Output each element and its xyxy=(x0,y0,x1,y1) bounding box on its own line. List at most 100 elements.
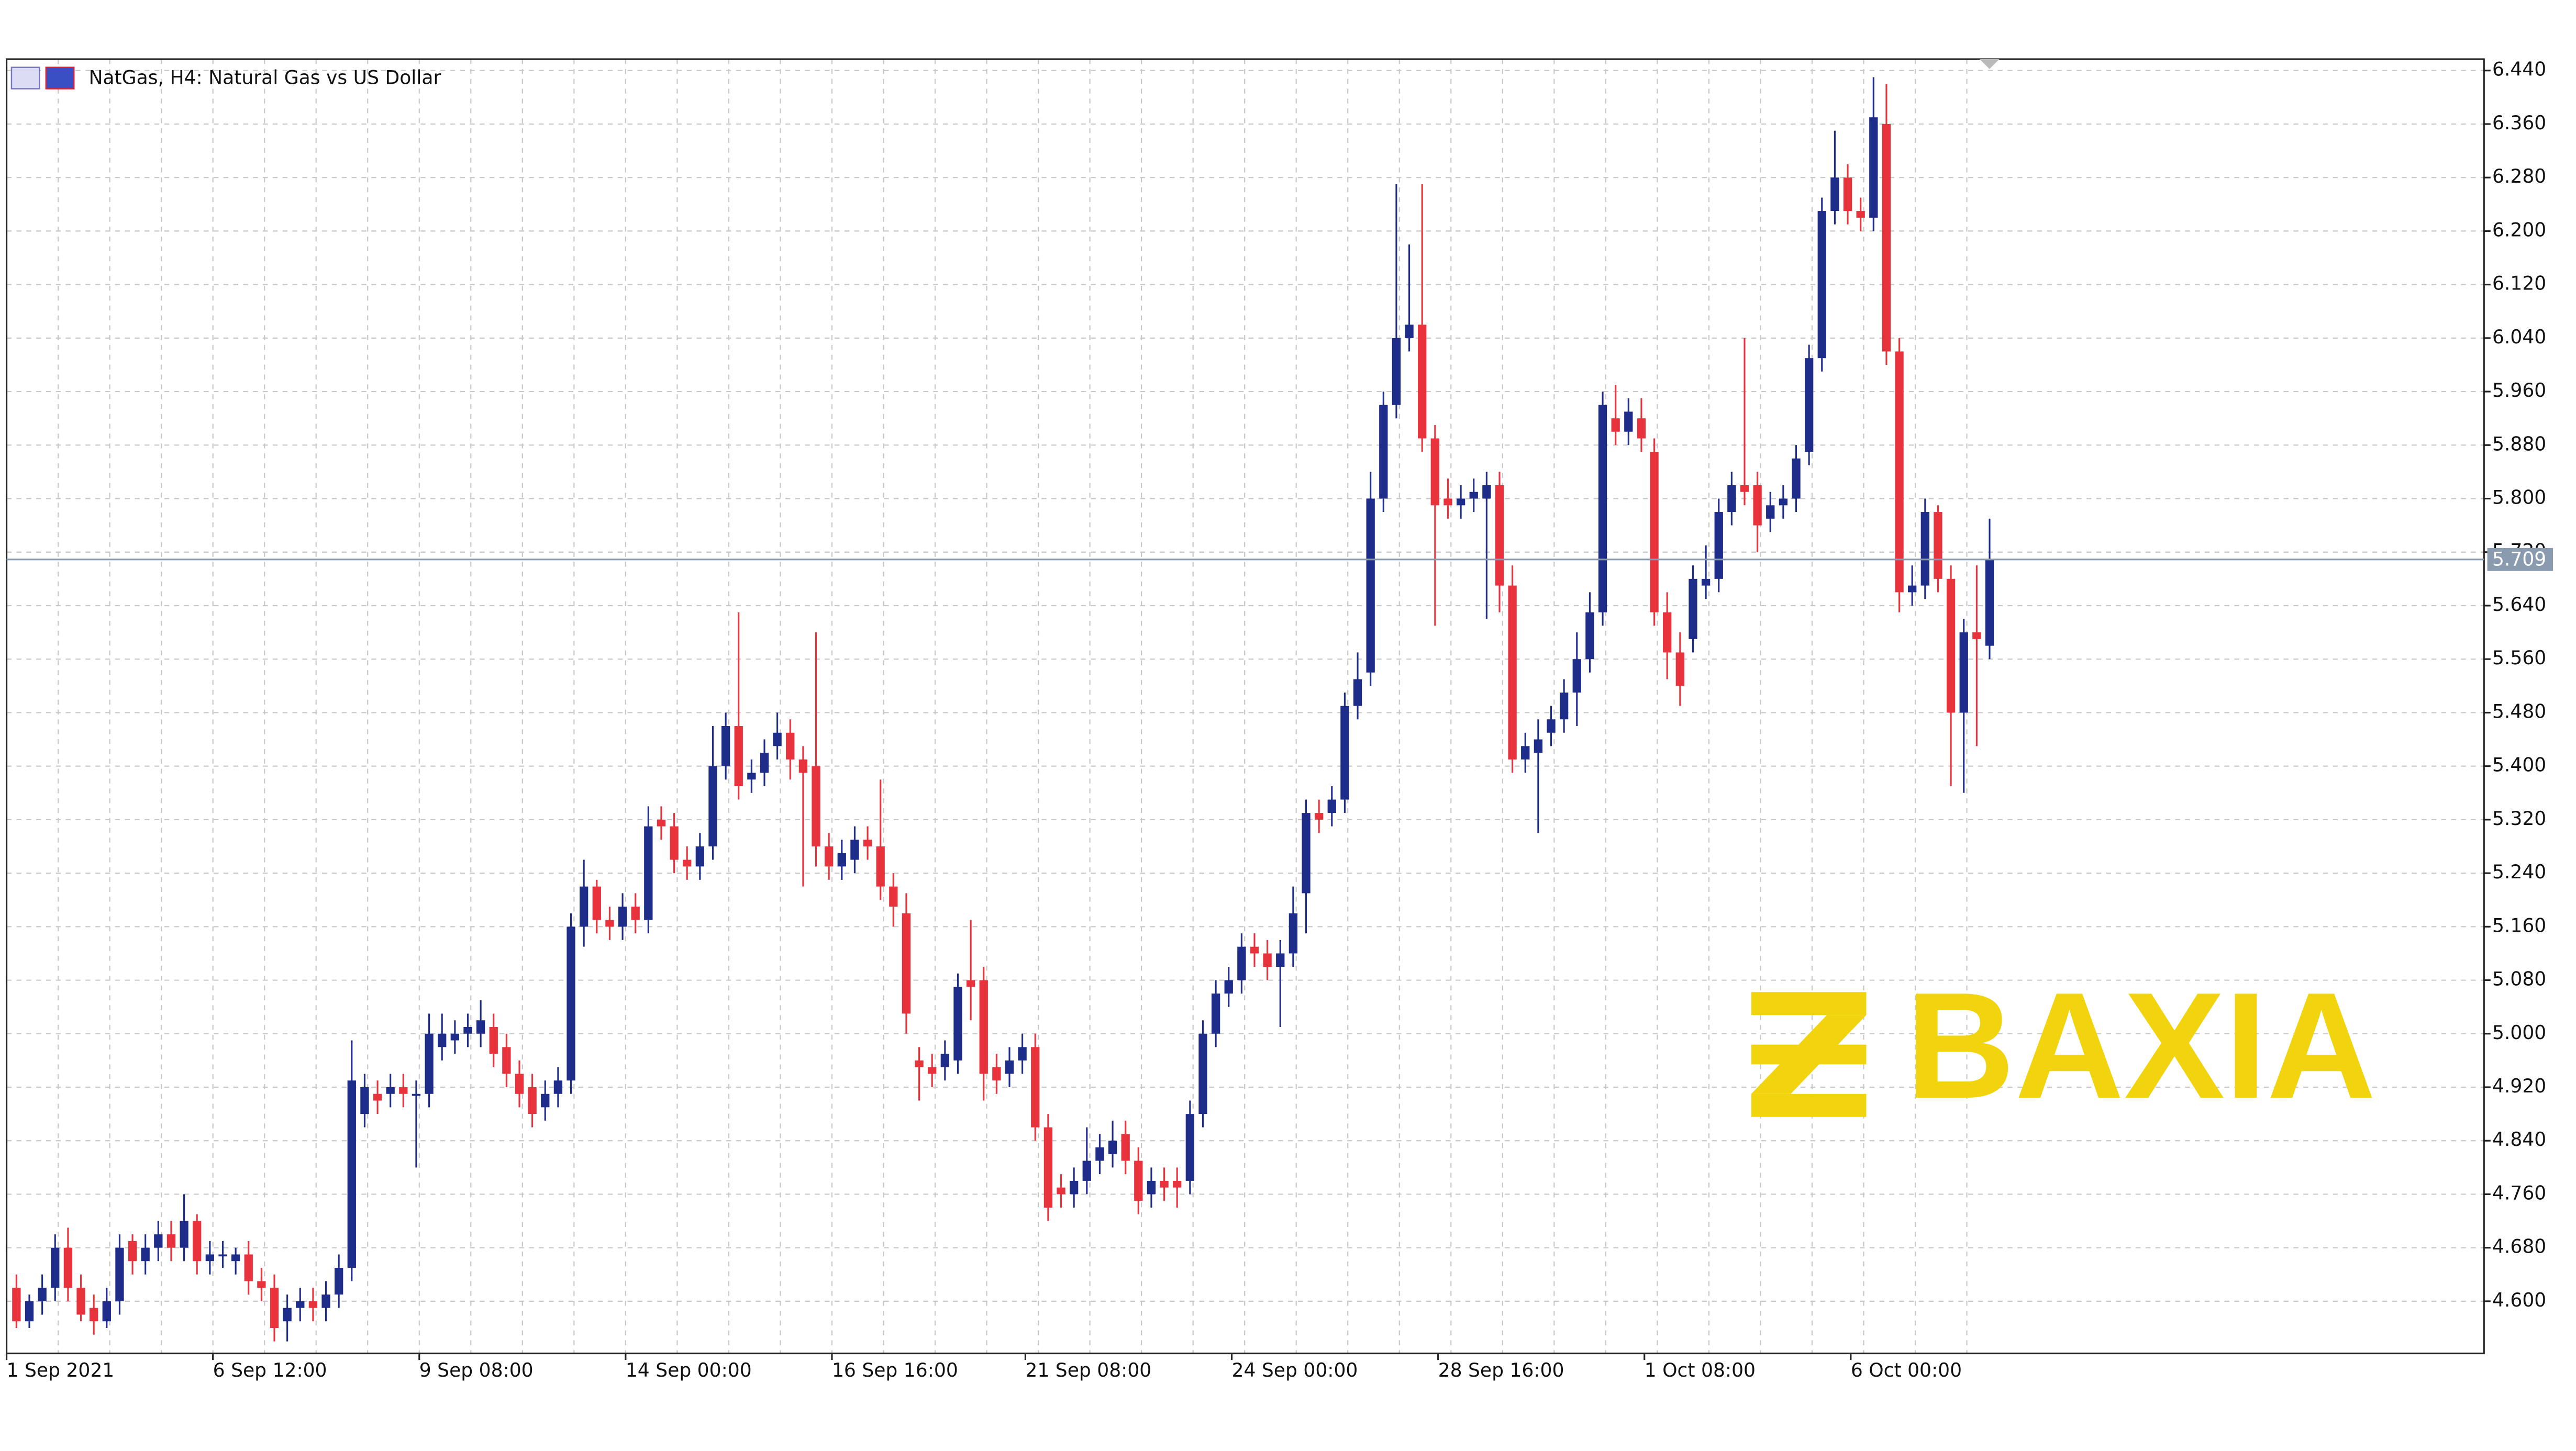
candle-body xyxy=(1920,512,1929,586)
candle-body xyxy=(553,1080,563,1094)
candle-body xyxy=(347,1080,356,1268)
candle-body xyxy=(1211,994,1220,1034)
candle-body xyxy=(1095,1147,1104,1161)
y-tick-label: 5.160 xyxy=(2492,914,2546,936)
candle-body xyxy=(1444,498,1452,506)
candle-body xyxy=(12,1288,21,1322)
candle-body xyxy=(1121,1134,1130,1161)
candle-body xyxy=(747,773,756,780)
candle-body xyxy=(1134,1160,1143,1201)
candle-body xyxy=(1882,124,1891,352)
y-tick-label: 6.200 xyxy=(2492,219,2546,241)
candle-body xyxy=(1224,980,1233,994)
candle-body xyxy=(1869,117,1878,218)
candle-body xyxy=(1379,405,1388,499)
candle-body xyxy=(231,1254,240,1262)
title-icon xyxy=(10,66,75,90)
candle-body xyxy=(296,1301,305,1308)
candle-body xyxy=(966,980,975,987)
candle-body xyxy=(618,906,627,927)
watermark-group: BAXIA xyxy=(1751,962,2376,1130)
candle-body xyxy=(63,1247,73,1288)
candle-body xyxy=(193,1221,202,1262)
candle-body xyxy=(773,732,782,746)
chart-title: NatGas, H4: Natural Gas vs US Dollar xyxy=(88,67,441,89)
candle-body xyxy=(1521,746,1530,760)
current-price-box xyxy=(2487,548,2553,571)
current-price-label: 5.709 xyxy=(2492,548,2546,570)
candle-body xyxy=(1276,953,1285,967)
candle-body xyxy=(102,1301,111,1322)
candle-body xyxy=(1637,418,1646,439)
candle-body xyxy=(218,1254,227,1257)
candle-body xyxy=(683,860,692,867)
candle-body xyxy=(928,1067,937,1074)
candle-body xyxy=(1495,485,1504,586)
candle-body xyxy=(1675,652,1684,686)
candle-body xyxy=(115,1247,124,1301)
candle-body xyxy=(360,1087,369,1114)
y-tick-label: 4.840 xyxy=(2492,1129,2546,1151)
candle-body xyxy=(1559,693,1569,720)
candle-body xyxy=(399,1087,408,1094)
candle-body xyxy=(1547,719,1556,733)
candle-body xyxy=(876,846,885,887)
candle-body xyxy=(1392,338,1401,405)
candle-body xyxy=(1160,1180,1169,1188)
candle-body xyxy=(1482,485,1491,499)
candle-body xyxy=(721,726,730,766)
candle-body xyxy=(1830,177,1839,211)
y-tick-label: 6.120 xyxy=(2492,273,2546,295)
candle-body xyxy=(515,1074,524,1094)
candle-body xyxy=(1289,913,1298,954)
candle-body xyxy=(953,987,962,1061)
candle-body xyxy=(1082,1160,1091,1181)
y-tick-label: 5.880 xyxy=(2492,433,2546,455)
grid xyxy=(6,59,2484,1354)
candle-body xyxy=(850,840,859,860)
x-tick-label: 1 Sep 2021 xyxy=(7,1359,115,1381)
y-tick-label: 5.400 xyxy=(2492,754,2546,776)
candle-body xyxy=(154,1234,163,1248)
candle-body xyxy=(1353,679,1362,706)
candle-body xyxy=(1817,211,1826,359)
candle-body xyxy=(541,1093,550,1108)
y-tick-label: 4.600 xyxy=(2492,1289,2546,1311)
x-tick-label: 16 Sep 16:00 xyxy=(832,1359,958,1381)
y-tick-label: 5.960 xyxy=(2492,380,2546,401)
y-tick-label: 5.800 xyxy=(2492,487,2546,509)
candle-body xyxy=(528,1087,537,1114)
candle-body xyxy=(1198,1033,1207,1114)
candle-body xyxy=(760,753,769,773)
candle-body xyxy=(1108,1141,1117,1154)
candle-body xyxy=(1611,418,1620,432)
candle-body xyxy=(915,1060,924,1067)
icon xyxy=(45,66,75,90)
candle-body xyxy=(1031,1047,1040,1128)
candle-body xyxy=(1302,813,1311,894)
candle-body xyxy=(476,1020,485,1034)
candle-body xyxy=(1456,498,1465,506)
candle-body xyxy=(1018,1047,1027,1061)
candle-body xyxy=(940,1054,949,1067)
candle-body xyxy=(837,853,846,867)
candle-body xyxy=(180,1221,188,1248)
candle-body xyxy=(1263,953,1272,967)
candle-body xyxy=(1856,211,1865,218)
candle-body xyxy=(166,1234,176,1248)
candle-body xyxy=(205,1254,215,1262)
y-tick-label: 4.760 xyxy=(2492,1182,2546,1204)
candle-body xyxy=(1663,612,1672,653)
y-tick-label: 6.280 xyxy=(2492,165,2546,187)
candle-body xyxy=(812,766,820,846)
candle-body xyxy=(1740,485,1749,492)
candle-body xyxy=(1701,578,1711,586)
candle-body xyxy=(244,1254,253,1281)
candle-body xyxy=(25,1301,34,1322)
candle-body xyxy=(141,1247,150,1262)
candle-body xyxy=(128,1241,137,1262)
candle-body xyxy=(567,927,575,1081)
candle-body xyxy=(1430,438,1439,506)
candle-body xyxy=(308,1301,318,1308)
